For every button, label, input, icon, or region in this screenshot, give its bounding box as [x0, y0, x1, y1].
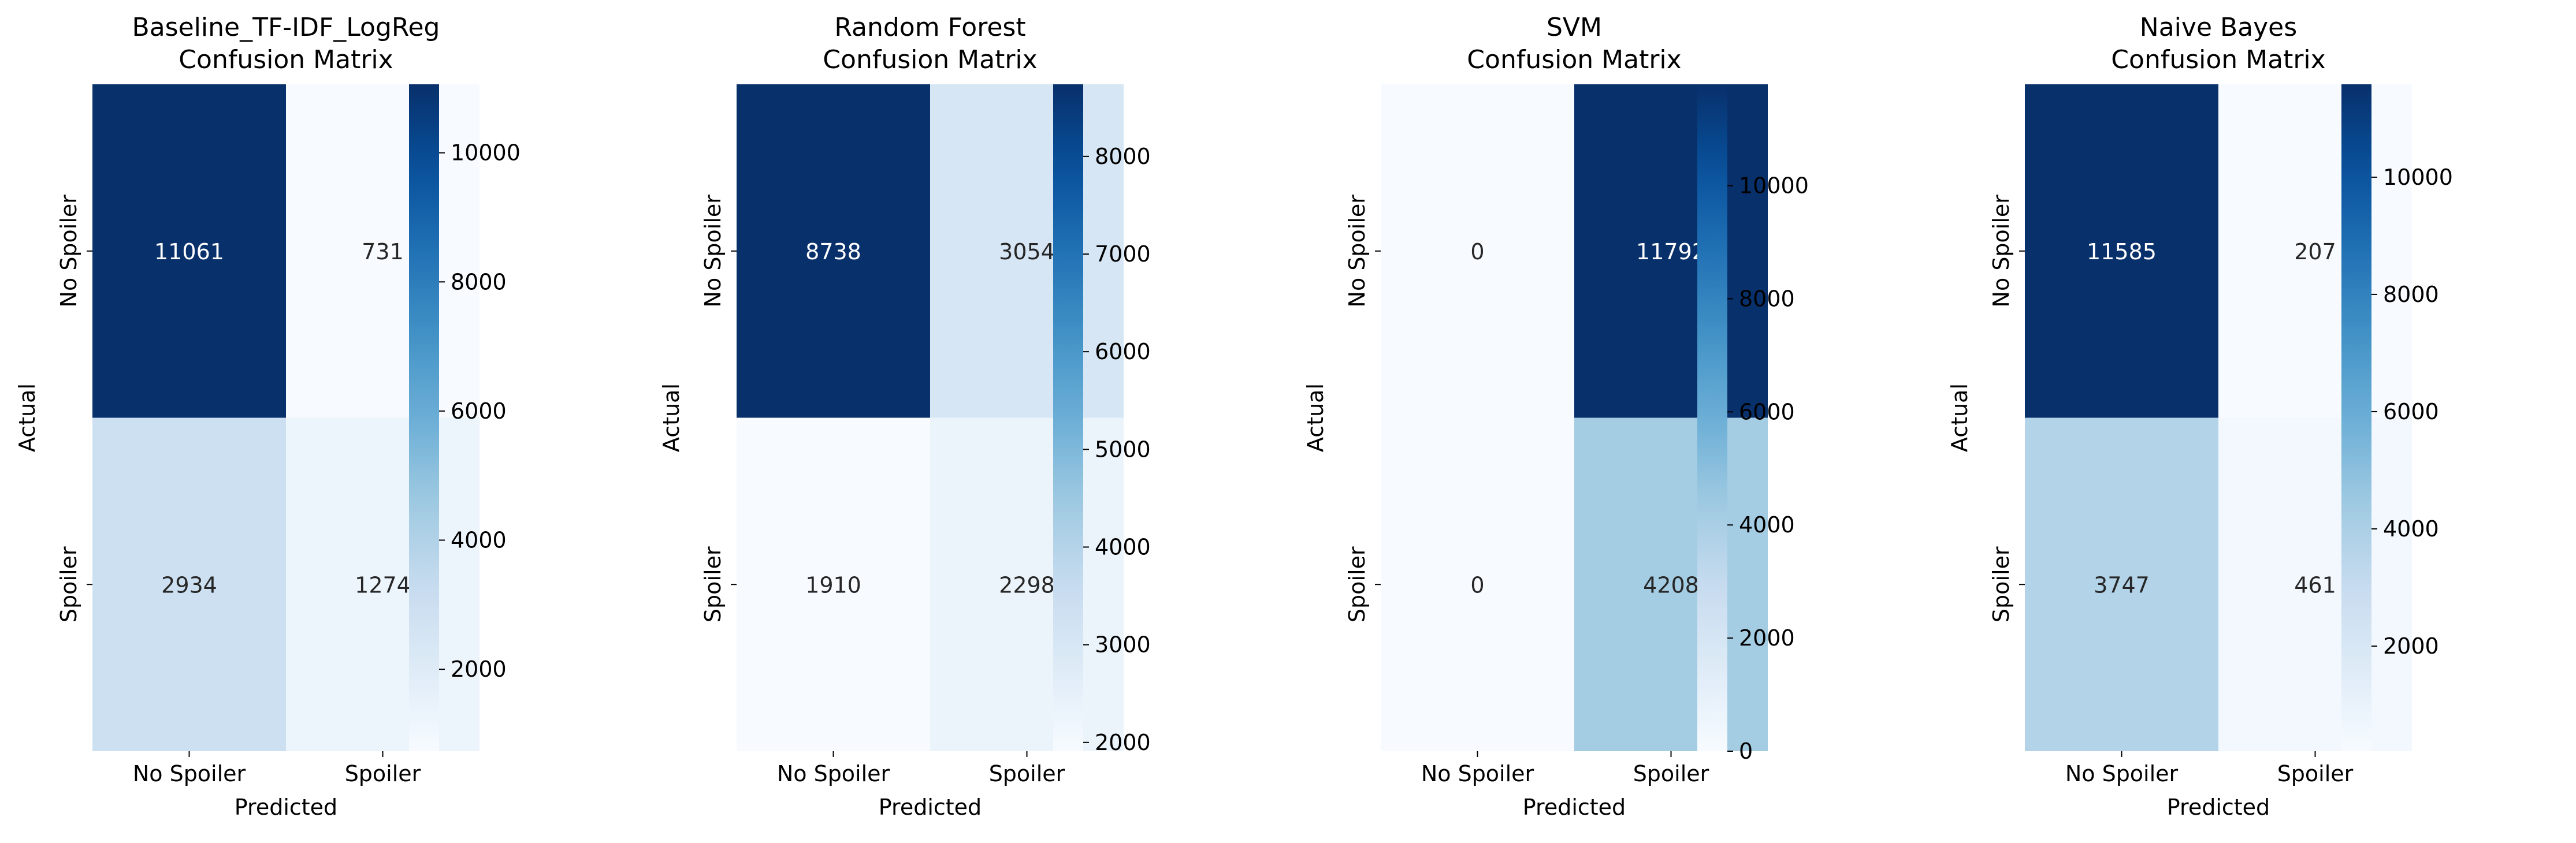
colorbar-tick-label: 4000 — [1739, 512, 1795, 538]
colorbar-tick-label: 6000 — [1095, 339, 1151, 364]
y-tick-label: No Spoiler — [1344, 195, 1370, 308]
x-tick-label: No Spoiler — [2065, 761, 2179, 786]
chart-subtitle: Confusion Matrix — [823, 45, 1037, 74]
colorbar-tick-label: 6000 — [2383, 399, 2439, 424]
y-axis-label: Actual — [1303, 383, 1328, 452]
colorbar-tick-label: 2000 — [451, 657, 507, 682]
confusion-matrix-panel: Naive Bayes Confusion Matrix 11585 207 3747 4… — [1947, 13, 2453, 820]
chart-title: SVM — [1547, 13, 1602, 42]
colorbar-tick-label: 8000 — [1739, 286, 1795, 311]
cell-value-label: 0 — [1470, 239, 1484, 264]
x-axis-label: Predicted — [235, 794, 337, 820]
colorbar-tick-label: 4000 — [1095, 534, 1151, 559]
cell-value-label: 731 — [362, 239, 404, 264]
heatmap-cell — [1574, 84, 1768, 418]
heatmap-cell — [737, 417, 930, 751]
confusion-matrix-panel: Baseline_TF-IDF_LogReg Confusion Matrix 11… — [14, 13, 521, 820]
colorbar-tick-label: 2000 — [1739, 625, 1795, 651]
chart-title: Baseline_TF-IDF_LogReg — [132, 13, 440, 42]
y-tick-label: Spoiler — [56, 546, 81, 622]
x-tick-label: Spoiler — [2277, 761, 2354, 786]
cell-value-label: 0 — [1470, 572, 1484, 598]
cell-value-label: 3054 — [999, 239, 1055, 264]
cell-value-label: 461 — [2294, 572, 2336, 598]
cell-value-label: 2298 — [999, 572, 1055, 598]
heatmap-cell — [1574, 417, 1768, 751]
colorbar-tick-label: 10000 — [1739, 173, 1809, 199]
colorbar-tick-label: 8000 — [2383, 282, 2439, 307]
chart-title: Naive Bayes — [2140, 13, 2297, 42]
colorbar — [2341, 84, 2371, 751]
heatmap-cell — [286, 84, 479, 418]
x-axis-label: Predicted — [2167, 794, 2270, 820]
colorbar-tick-label: 4000 — [2383, 516, 2439, 542]
colorbar — [1053, 84, 1083, 751]
cell-value-label: 2934 — [161, 572, 217, 598]
colorbar-tick-label: 5000 — [1095, 437, 1151, 462]
heatmap-cell — [737, 84, 930, 418]
x-axis-label: Predicted — [879, 794, 982, 820]
heatmap-cell — [930, 417, 1124, 751]
chart-subtitle: Confusion Matrix — [2111, 45, 2325, 74]
colorbar-tick-label: 2000 — [1095, 730, 1151, 755]
colorbar-tick-label: 6000 — [451, 398, 507, 424]
cell-value-label: 8738 — [805, 239, 861, 264]
colorbar-tick-label: 8000 — [451, 269, 507, 294]
y-tick-label: No Spoiler — [700, 195, 726, 308]
cell-value-label: 207 — [2294, 239, 2336, 264]
colorbar — [1697, 84, 1727, 751]
y-axis-label: Actual — [14, 383, 40, 452]
confusion-matrix-panel: SVM Confusion Matrix 0 11792 0 4208 No Spoiler… — [1303, 13, 1809, 820]
y-tick-label: No Spoiler — [1988, 195, 2014, 308]
x-tick-label: Spoiler — [345, 761, 421, 786]
y-axis-label: Actual — [1947, 383, 1972, 452]
cell-value-label: 11061 — [154, 239, 224, 264]
cell-value-label: 1910 — [805, 572, 861, 598]
colorbar-tick-label: 7000 — [1095, 241, 1151, 267]
y-tick-label: Spoiler — [700, 546, 726, 622]
heatmap-cell — [2025, 84, 2218, 418]
x-tick-label: Spoiler — [989, 761, 1065, 786]
y-axis-label: Actual — [659, 383, 684, 452]
heatmap-cell — [2025, 417, 2218, 751]
colorbar-tick-label: 8000 — [1095, 144, 1151, 169]
cell-value-label: 3747 — [2094, 572, 2150, 598]
cell-value-label: 11585 — [2087, 239, 2157, 264]
heatmap-cell — [92, 84, 286, 418]
heatmap-cell — [930, 84, 1124, 418]
heatmap-cell — [2218, 84, 2412, 418]
cell-value-label: 11792 — [1636, 239, 1706, 264]
chart-title: Random Forest — [834, 13, 1025, 42]
colorbar-tick-label: 6000 — [1739, 399, 1795, 424]
y-tick-label: No Spoiler — [56, 195, 81, 308]
y-tick-label: Spoiler — [1988, 546, 2014, 622]
colorbar-tick-label: 3000 — [1095, 632, 1151, 658]
heatmap-cell — [2218, 417, 2412, 751]
colorbar-tick-label: 2000 — [2383, 633, 2439, 659]
x-tick-label: No Spoiler — [1421, 761, 1534, 786]
chart-subtitle: Confusion Matrix — [1467, 45, 1681, 74]
cell-value-label: 4208 — [1643, 572, 1699, 598]
heatmap-cell — [92, 417, 286, 751]
x-axis-label: Predicted — [1523, 794, 1626, 820]
x-tick-label: No Spoiler — [133, 761, 246, 786]
colorbar — [409, 84, 439, 751]
colorbar-tick-label: 0 — [1739, 738, 1753, 764]
heatmap-cell — [1381, 417, 1574, 751]
y-tick-label: Spoiler — [1344, 546, 1370, 622]
x-tick-label: Spoiler — [1633, 761, 1709, 786]
x-tick-label: No Spoiler — [777, 761, 890, 786]
colorbar-tick-label: 10000 — [451, 140, 521, 166]
heatmap-cell — [1381, 84, 1574, 418]
chart-subtitle: Confusion Matrix — [179, 45, 393, 74]
heatmap-cell — [286, 417, 479, 751]
colorbar-tick-label: 10000 — [2383, 165, 2453, 190]
cell-value-label: 1274 — [355, 572, 411, 598]
colorbar-tick-label: 4000 — [451, 527, 507, 553]
confusion-matrix-panel: Random Forest Confusion Matrix 8738 3054 191… — [659, 13, 1151, 820]
